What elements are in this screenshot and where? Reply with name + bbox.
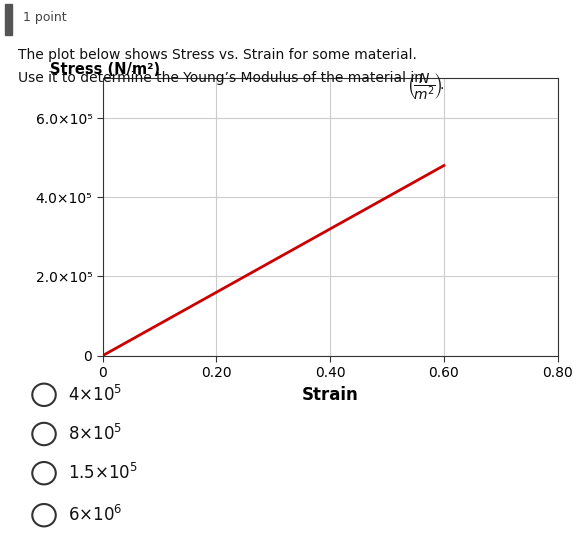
Text: The plot below shows Stress vs. Strain for some material.: The plot below shows Stress vs. Strain f… bbox=[18, 48, 417, 62]
Text: Use it to determine the Young’s Modulus of the material in: Use it to determine the Young’s Modulus … bbox=[18, 71, 427, 85]
Text: $4 × 10^{5}$: $4 × 10^{5}$ bbox=[68, 385, 122, 405]
X-axis label: Strain: Strain bbox=[302, 386, 359, 404]
Text: $\left(\!\dfrac{N}{m^2}\!\right)\!.$: $\left(\!\dfrac{N}{m^2}\!\right)\!.$ bbox=[407, 71, 444, 102]
Text: $8 × 10^{5}$: $8 × 10^{5}$ bbox=[68, 424, 122, 444]
Bar bbox=[5, 4, 12, 35]
Text: $6 × 10^{6}$: $6 × 10^{6}$ bbox=[68, 505, 122, 525]
Text: Stress (N/m²): Stress (N/m²) bbox=[50, 62, 160, 77]
Text: $1.5 × 10^{5}$: $1.5 × 10^{5}$ bbox=[68, 463, 137, 483]
Text: 1 point: 1 point bbox=[23, 11, 67, 24]
